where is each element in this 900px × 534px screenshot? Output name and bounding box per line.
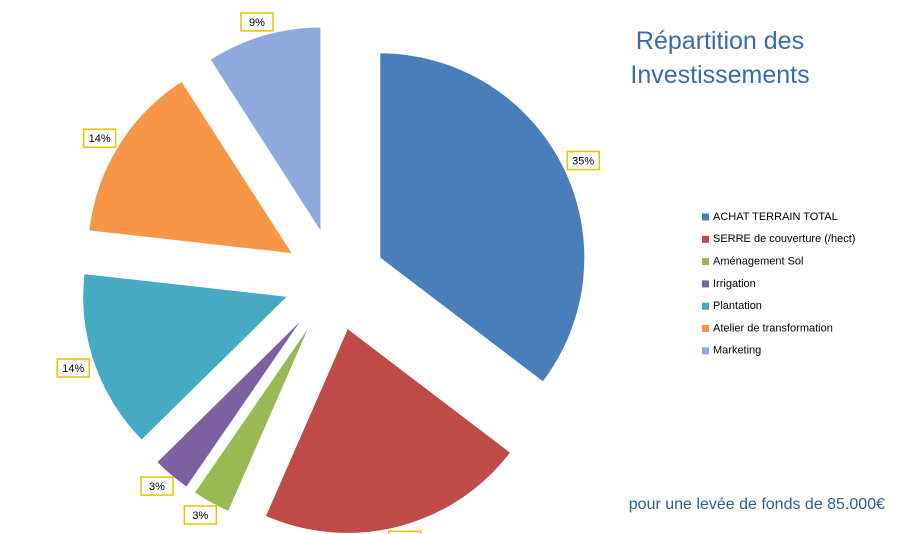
legend-swatch <box>702 325 709 332</box>
data-label: 3% <box>192 510 208 522</box>
legend-label: Atelier de transformation <box>713 322 833 334</box>
annotation: pour une levée de fonds de 85.000€ <box>628 496 885 513</box>
legend-label: Irrigation <box>713 278 756 290</box>
label-box <box>183 505 218 525</box>
pie-slice <box>379 52 586 383</box>
pie-slice <box>264 327 512 534</box>
legend-label: SERRE de couverture (/hect) <box>713 233 855 245</box>
legend-swatch <box>702 258 709 266</box>
chart-title: Répartition des Investissements <box>630 27 810 89</box>
legend-label: ACHAT TERRAIN TOTAL <box>713 211 838 223</box>
pie-slice <box>82 273 289 441</box>
pie-slice <box>88 80 294 255</box>
data-label: 14% <box>89 133 111 145</box>
label-box <box>56 358 90 378</box>
data-label: 9% <box>249 17 265 29</box>
legend-label: Marketing <box>713 345 761 357</box>
legend-swatch <box>702 302 709 310</box>
pie-slice <box>193 323 312 513</box>
label-box <box>387 530 422 534</box>
label-box <box>82 128 117 148</box>
legend-swatch <box>702 280 709 288</box>
label-box <box>566 150 600 171</box>
data-label: 3% <box>149 481 165 493</box>
data-label: 14% <box>62 363 84 375</box>
legend-swatch <box>702 347 709 355</box>
legend-swatch <box>702 213 709 221</box>
label-box <box>240 12 274 32</box>
legend-label: Plantation <box>713 300 762 312</box>
pie-slice <box>156 317 304 488</box>
label-box <box>140 476 174 496</box>
pie-slice <box>209 26 322 234</box>
data-label: 35% <box>572 155 594 167</box>
legend-label: Aménagement Sol <box>713 256 804 268</box>
legend-swatch <box>702 235 709 243</box>
